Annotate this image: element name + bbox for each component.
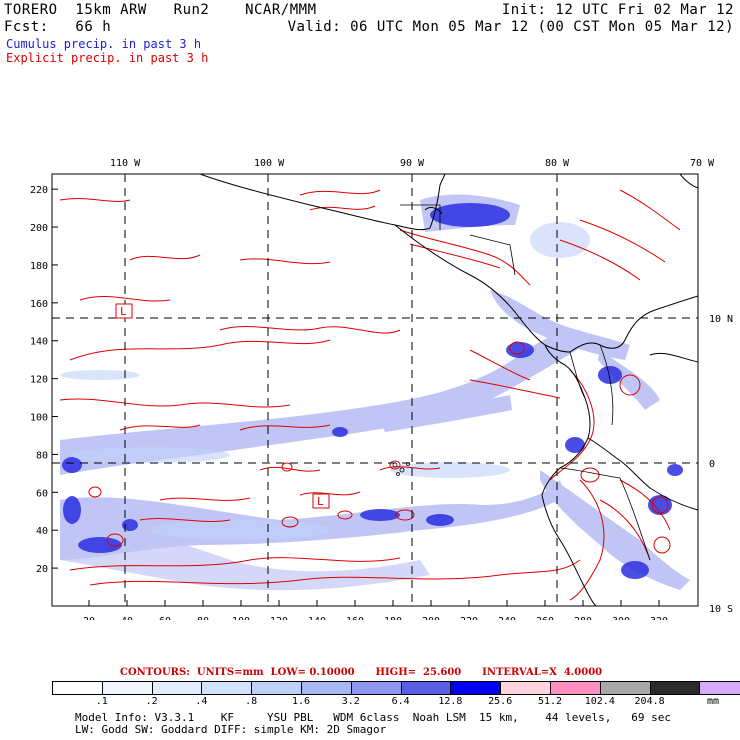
lat-label-0: 0 — [709, 459, 715, 470]
colorbar-swatch — [351, 682, 402, 694]
colorbar-label: 3.2 — [341, 696, 360, 707]
colorbar-label: .1 — [95, 696, 108, 707]
x-tick-label: 240 — [498, 616, 516, 620]
colorbar-swatch — [451, 682, 502, 694]
colorbar-label: 25.6 — [488, 696, 513, 707]
colorbar-swatch — [102, 682, 153, 694]
colorbar-label: 12.8 — [438, 696, 463, 707]
forecast-hour: Fcst: 66 h — [4, 19, 112, 35]
colorbar-swatch — [501, 682, 551, 694]
map-frame — [51, 173, 699, 607]
y-tick-label: 200 — [30, 223, 48, 234]
lat-label-10n: 10 N — [709, 314, 733, 325]
colorbar-swatch — [650, 682, 701, 694]
x-tick-label: 200 — [422, 616, 440, 620]
x-tick-label: 60 — [159, 616, 171, 620]
colorbar-label: 204.8 — [634, 696, 665, 707]
colorbar-swatch — [700, 682, 740, 694]
country-borders — [400, 204, 651, 561]
model-run-title: TORERO 15km ARW Run2 NCAR/MMM — [4, 2, 317, 18]
heavy-precip-cores — [62, 203, 683, 579]
y-tick-label: 140 — [30, 337, 48, 348]
colorbar-swatch — [152, 682, 203, 694]
x-tick-label: 20 — [83, 616, 95, 620]
x-tick-label: 40 — [121, 616, 133, 620]
colorbar-label: .8 — [245, 696, 258, 707]
model-info-line2: LW: Godd SW: Goddard DIFF: simple KM: 2D… — [75, 723, 387, 736]
x-tick-label: 80 — [197, 616, 209, 620]
svg-text:L: L — [317, 495, 324, 508]
lon-label-90w: 90 W — [400, 158, 425, 169]
y-tick-label: 40 — [36, 526, 48, 537]
init-time: Init: 12 UTC Fri 02 Mar 12 — [501, 2, 734, 18]
valid-time: Valid: 06 UTC Mon 05 Mar 12 (00 CST Mon … — [287, 19, 734, 35]
x-tick-label: 120 — [270, 616, 288, 620]
colorbar-label: 1.6 — [291, 696, 311, 707]
x-tick-label: 100 — [232, 616, 250, 620]
y-tick-label: 20 — [36, 564, 48, 575]
lon-label-100w: 100 W — [254, 158, 285, 169]
x-tick-label: 160 — [346, 616, 364, 620]
axis-ticks — [52, 188, 660, 606]
colorbar-label: .4 — [195, 696, 208, 707]
y-tick-label: 120 — [30, 375, 48, 386]
y-tick-label: 100 — [30, 413, 48, 424]
colorbar-swatch — [53, 682, 103, 694]
y-tick-label: 80 — [36, 450, 48, 461]
lon-label-110w: 110 W — [110, 158, 141, 169]
colorbar-label: 102.4 — [584, 696, 615, 707]
lat-lon-grid — [52, 174, 698, 606]
lon-label-70w: 70 W — [690, 158, 715, 169]
colorbar-swatch — [252, 682, 302, 694]
x-tick-label: 220 — [460, 616, 478, 620]
model-info: Model Info: V3.3.1 KF YSU PBL WDM 6class… — [75, 712, 671, 736]
precip-colorbar — [52, 681, 740, 695]
y-tick-label: 220 — [30, 185, 48, 196]
colorbar-swatch — [600, 682, 651, 694]
y-tick-label: 60 — [36, 488, 48, 499]
x-tick-labels: 20 40 60 80 100 120 140 160 180 200 220 240 260 280 30… — [83, 616, 668, 620]
y-tick-label: 180 — [30, 261, 48, 272]
x-tick-label: 180 — [384, 616, 402, 620]
cumulus-precip-label: Cumulus precip. in past 3 h — [6, 37, 202, 51]
x-tick-label: 260 — [536, 616, 554, 620]
colorbar-labels: .1 .2 .4 .8 1.6 3.2 6.4 12.8 25.6 51.2 102.4 204.8 — [52, 696, 702, 708]
x-tick-label: 280 — [574, 616, 592, 620]
lon-label-80w: 80 W — [545, 158, 570, 169]
coastlines — [199, 174, 698, 606]
colorbar-label: 51.2 — [537, 696, 563, 707]
colorbar-swatch — [550, 682, 601, 694]
x-tick-label: 140 — [308, 616, 326, 620]
colorbar-label: .2 — [145, 696, 158, 707]
precipitation-map: 110 W 100 W 90 W 80 W 70 W 10 N 0 10 S — [30, 158, 733, 620]
cumulus-precip-field — [60, 194, 690, 591]
x-tick-label: 300 — [612, 616, 630, 620]
colorbar-label: 6.4 — [391, 696, 410, 707]
colorbar-unit: mm — [707, 696, 720, 707]
model-info-line1: Model Info: V3.3.1 KF YSU PBL WDM 6class… — [75, 711, 672, 724]
contour-rings — [88, 341, 671, 554]
colorbar-swatch — [202, 682, 253, 694]
explicit-precip-label: Explicit precip. in past 3 h — [6, 51, 209, 65]
x-tick-label: 320 — [650, 616, 668, 620]
y-tick-labels: 220 200 180 160 140 120 100 80 60 40 20 — [30, 185, 48, 575]
svg-text:L: L — [120, 305, 127, 318]
colorbar-swatch — [401, 682, 452, 694]
low-pressure-marker-1: L — [115, 303, 133, 319]
lat-label-10s: 10 S — [709, 604, 733, 615]
low-pressure-marker-2: L — [312, 493, 330, 509]
colorbar-swatch — [301, 682, 352, 694]
explicit-precip-contours — [59, 189, 681, 601]
contours-caption: CONTOURS: UNITS=mm LOW= 0.10000 HIGH= 25… — [120, 667, 603, 678]
y-tick-label: 160 — [30, 299, 48, 310]
